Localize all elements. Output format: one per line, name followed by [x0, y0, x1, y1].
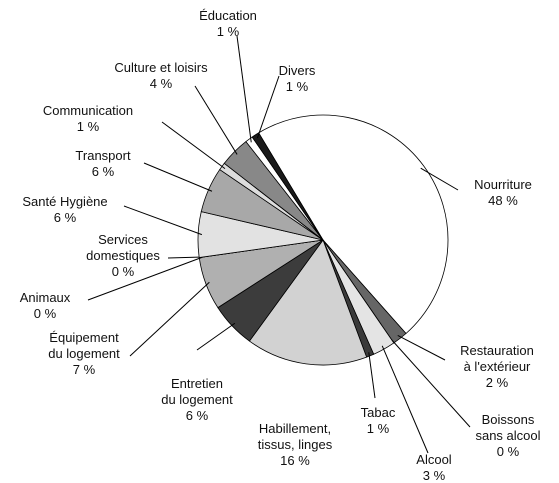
value-label: 6 % — [53, 210, 77, 225]
value-label: 0 % — [111, 264, 135, 279]
leader-line — [194, 85, 238, 155]
leader-line — [123, 205, 203, 236]
value-label: 6 % — [91, 164, 115, 179]
slice-label: Culture et loisirs — [114, 60, 208, 75]
pie-slice — [251, 132, 324, 241]
value-label: 16 % — [280, 453, 310, 468]
slice-label: Communication — [42, 103, 134, 118]
value-label: 1 % — [216, 24, 240, 39]
value-label: 1 % — [285, 79, 309, 94]
leader-line — [167, 256, 203, 259]
slice-label: Boissons sans alcool — [475, 412, 541, 443]
slice-label: Habillement, tissus, linges — [257, 421, 333, 452]
value-label: 0 % — [33, 306, 57, 321]
slice-label: Équipement du logement — [48, 330, 120, 361]
leader-line — [381, 345, 429, 454]
slice-label: Transport — [75, 148, 131, 163]
slice-label: Animaux — [19, 290, 71, 305]
pie-slice — [248, 239, 368, 366]
slice-label: Tabac — [360, 405, 396, 420]
leader-line — [196, 322, 236, 351]
value-label: 7 % — [72, 362, 96, 377]
value-label: 1 % — [76, 119, 100, 134]
slice-label: Nourriture — [474, 177, 532, 192]
value-label: 2 % — [485, 375, 509, 390]
slice-label: Éducation — [199, 8, 257, 23]
value-label: 48 % — [488, 193, 518, 208]
slice-label: Santé Hygiène — [22, 194, 108, 209]
slice-label: Divers — [278, 63, 316, 78]
leader-line — [143, 162, 213, 192]
leader-line — [368, 352, 376, 399]
value-label: 0 % — [496, 444, 520, 459]
value-label: 3 % — [422, 468, 446, 483]
value-label: 1 % — [366, 421, 390, 436]
slice-label: Services domestiques — [86, 232, 160, 263]
value-label: 4 % — [149, 76, 173, 91]
leader-line — [256, 75, 280, 139]
value-label: 6 % — [185, 408, 209, 423]
leader-line — [236, 35, 252, 143]
leader-line — [87, 256, 204, 301]
leader-line — [397, 335, 446, 361]
pie-slice — [258, 114, 449, 335]
leader-line — [391, 339, 471, 428]
slice-label: Restauration à l'extérieur — [460, 343, 534, 374]
leader-line — [420, 167, 459, 191]
leader-line — [129, 281, 210, 357]
slice-label: Alcool — [416, 452, 452, 467]
slice-label: Entretien du logement — [161, 376, 233, 407]
leader-line — [161, 121, 226, 170]
